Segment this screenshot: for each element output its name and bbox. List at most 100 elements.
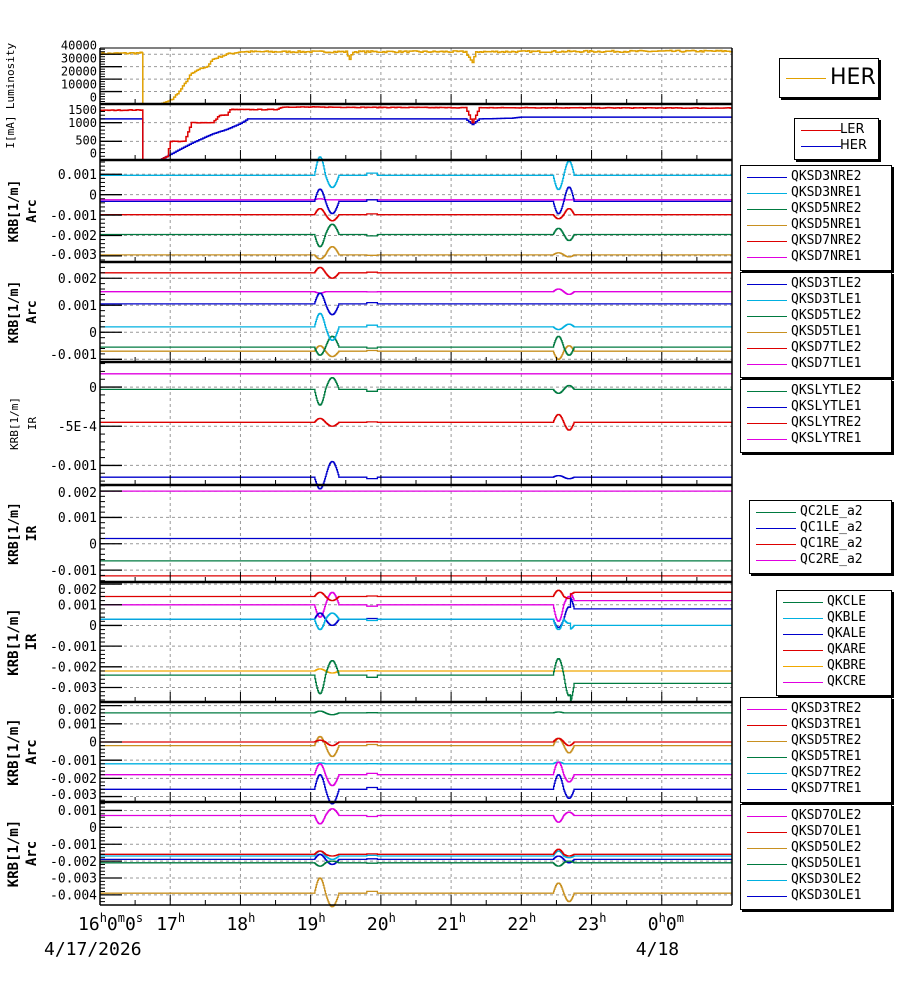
legend-entry: QKSLYTLE2 <box>741 383 891 399</box>
legend-label: QKSD7TRE2 <box>791 765 862 780</box>
y-axis-label: KRB[1/m] <box>6 718 22 785</box>
legend-swatch <box>747 832 787 833</box>
legend-label: QKSD5NRE2 <box>791 201 862 216</box>
series-line-qkslytle2 <box>100 377 732 406</box>
y-tick-label: 0.001 <box>58 598 97 613</box>
legend-swatch <box>747 225 787 226</box>
legend-label: QKSD7TLE2 <box>791 340 862 355</box>
legend-swatch <box>747 316 787 317</box>
y-axis-label: KRB[1/m] <box>6 820 22 887</box>
series-line-qksd7nre1 <box>100 198 732 201</box>
y-axis-label: KRB[1/m] <box>7 502 22 565</box>
legend-label: QKSD5OLE2 <box>791 840 862 855</box>
series-line-qksd5nre2 <box>100 223 732 248</box>
legend-label: QKSLYTRE1 <box>791 431 862 446</box>
legend-label: QKSLYTRE2 <box>791 415 862 430</box>
legend-swatch <box>783 602 823 603</box>
legend-entry: QKSD5NRE1 <box>741 217 891 233</box>
series-line-qksd7tle1 <box>100 288 732 296</box>
y-tick-label: 0.001 <box>58 804 97 819</box>
x-tick-label: 23h <box>578 911 607 935</box>
legend-entry: QKSD5TRE1 <box>741 749 891 765</box>
legend-entry: QKSD7TLE2 <box>741 340 891 356</box>
series-line-qksd3ole2 <box>100 850 732 861</box>
legend-entry: QKARE <box>777 642 891 658</box>
legend-entry: QC1RE_a2 <box>750 536 891 552</box>
legend-entry: QKSD3TLE2 <box>741 276 891 292</box>
x-tick-label: 16h0m0s <box>78 911 143 935</box>
legend-label: QC1LE_a2 <box>800 520 863 535</box>
y-tick-label: 500 <box>75 133 97 147</box>
panel-3: -0.003 -0.002 -0.001 0 0.001 KRB[1/m] Arc <box>7 156 733 263</box>
legend-entry: QKSD5TLE1 <box>741 324 891 340</box>
legend-label: HER <box>830 65 876 90</box>
y-axis-sublabel: IR <box>26 417 39 431</box>
series-line-qksd3tre2 <box>100 761 732 787</box>
y-axis-sublabel: IR <box>24 633 40 650</box>
legend-swatch <box>747 391 787 392</box>
panel-5: -0.001 -5E-4 0 KRB[1/m] IR <box>8 360 733 490</box>
legend-swatch <box>747 300 787 301</box>
y-axis-label: KRB[1/m] <box>7 281 22 344</box>
y-axis-label: Luminosity <box>4 43 17 110</box>
legend-entry: QKSD3TLE1 <box>741 292 891 308</box>
legend-swatch <box>783 682 823 683</box>
series-line-qksd3tre1 <box>100 737 732 747</box>
series-line-qksd5tre2 <box>100 735 732 758</box>
legend-label: QKSD7NRE1 <box>791 249 862 264</box>
legend-swatch <box>747 332 787 333</box>
y-axis-label: KRB[1/m] <box>8 397 21 450</box>
legend-entry: QKALE <box>777 626 891 642</box>
y-tick-label: 0 <box>89 381 97 396</box>
legend-entry: QKSD7TLE1 <box>741 356 891 372</box>
legend-entry: QKSD7TRE2 <box>741 765 891 781</box>
legend-entry: LER <box>795 122 878 138</box>
legend-entry: QKSD3TRE2 <box>741 701 891 717</box>
legend-swatch <box>783 666 823 667</box>
legend-entry: QKSLYTLE1 <box>741 399 891 415</box>
legend-label: QKCLE <box>827 594 867 609</box>
y-axis-sublabel: Arc <box>25 199 40 222</box>
series-line-her <box>100 116 732 161</box>
y-tick-label: 0 <box>89 821 97 836</box>
legend-entry: QKSD5OLE2 <box>741 840 891 856</box>
y-tick-label: 0 <box>90 146 97 160</box>
y-tick-label: 40000 <box>61 38 97 52</box>
y-axis-sublabel: IR <box>25 526 40 542</box>
legend-swatch <box>747 896 787 897</box>
y-tick-label: -0.001 <box>50 348 97 363</box>
legend-entry: HER <box>780 65 878 91</box>
legend-entry: QC2RE_a2 <box>750 552 891 568</box>
legend-label: QKCRE <box>827 674 867 689</box>
series-line-qksd5tle1 <box>100 345 732 360</box>
legend-swatch <box>747 209 787 210</box>
legend-swatch <box>747 439 787 440</box>
series-line-qksd7tle2 <box>100 266 732 279</box>
legend-entry: QKSLYTRE2 <box>741 415 891 431</box>
x-tick-label: 22h <box>507 911 536 935</box>
legend-swatch <box>783 650 823 651</box>
legend-swatch <box>801 130 841 131</box>
y-tick-label: -0.001 <box>50 459 97 474</box>
legend-swatch <box>747 423 787 424</box>
y-tick-label: -0.002 <box>50 855 97 870</box>
y-tick-label: -0.003 <box>50 788 97 803</box>
legend-label: QKSD5OLE1 <box>791 856 862 871</box>
series-line-qksd5nre1 <box>100 246 732 260</box>
legend-entry: QKSLYTRE1 <box>741 431 891 447</box>
series-line-qkslytle1 <box>100 460 732 490</box>
y-tick-label: -0.001 <box>50 838 97 853</box>
legend-entry: QKSD7NRE2 <box>741 233 891 249</box>
y-tick-label: -0.003 <box>50 681 97 696</box>
legend-entry: QKSD5NRE2 <box>741 201 891 217</box>
legend-label: QKSD3NRE2 <box>791 169 862 184</box>
y-axis-label: I[mA] <box>4 115 17 148</box>
legend-swatch <box>801 146 841 147</box>
legend-swatch <box>756 512 796 513</box>
legend-swatch <box>747 741 787 742</box>
legend-label: QKSLYTLE1 <box>791 399 862 414</box>
series-line-qksd3ole1 <box>100 853 732 866</box>
legend-label: QKSD3OLE2 <box>791 872 862 887</box>
series-line-qkslytre2 <box>100 413 732 431</box>
